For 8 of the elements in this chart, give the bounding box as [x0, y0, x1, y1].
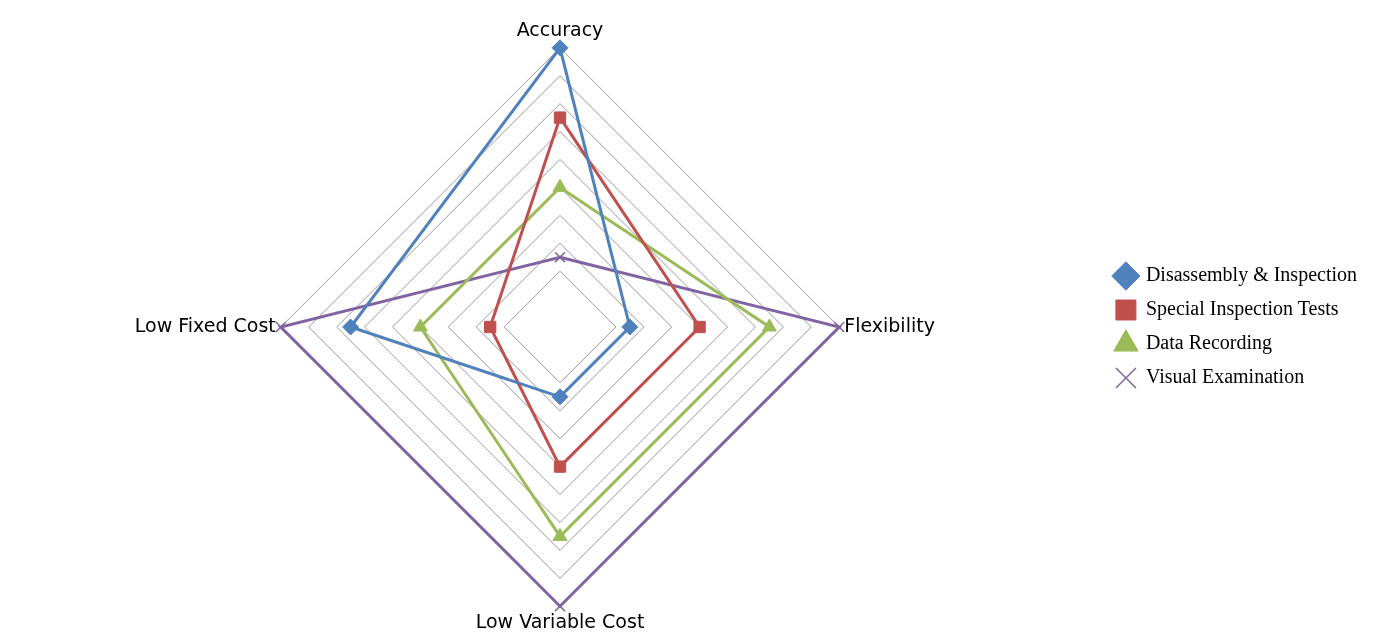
- legend-label: Data Recording: [1145, 331, 1272, 355]
- legend-label: Special Inspection Tests: [1145, 297, 1339, 321]
- spoke-label: Flexibility: [844, 313, 935, 336]
- spoke-label: Low Fixed Cost: [134, 313, 276, 336]
- legend-label: Disassembly & Inspection: [1145, 263, 1358, 287]
- spoke-label: Low Variable Cost: [475, 609, 645, 632]
- legend-label: Visual Examination: [1145, 365, 1305, 388]
- spoke-label: Accuracy: [516, 18, 604, 41]
